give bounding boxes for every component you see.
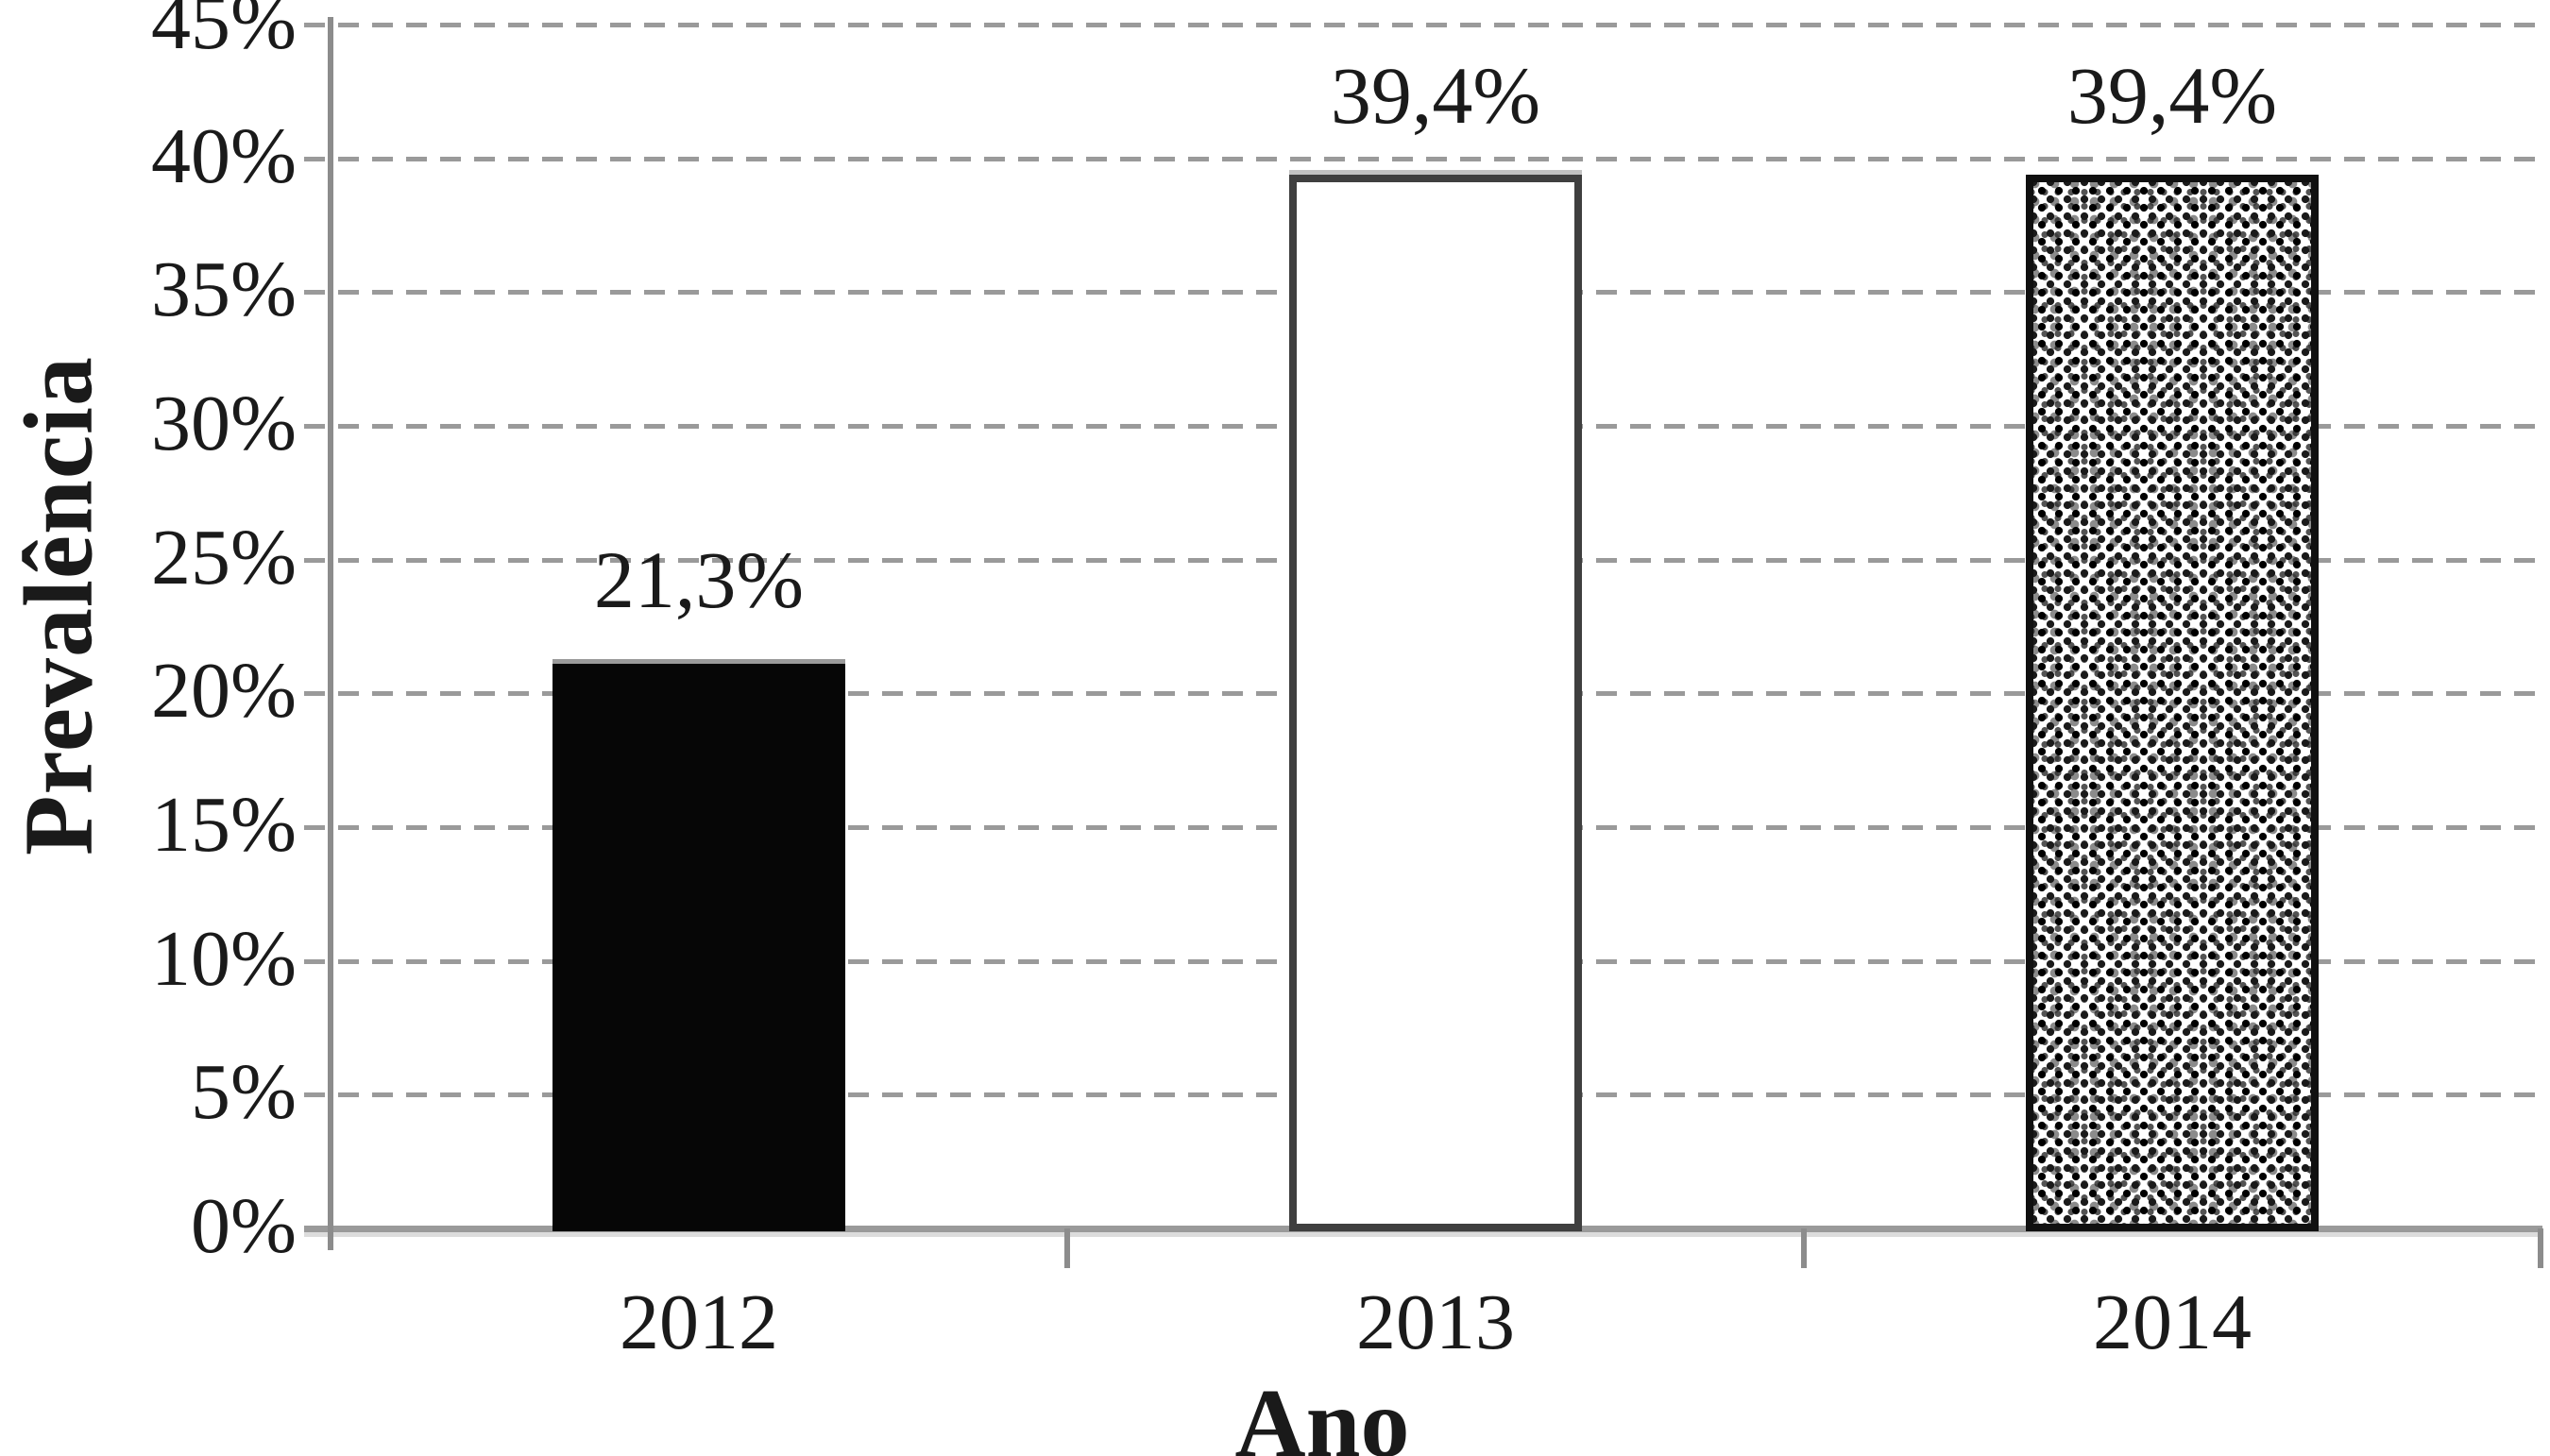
x-tick-label-2013: 2013 — [1356, 1278, 1515, 1366]
y-tick-label: 0% — [191, 1182, 297, 1270]
y-tick-label: 20% — [151, 647, 297, 736]
y-tick-label: 45% — [151, 0, 297, 66]
y-tick-label: 35% — [151, 245, 297, 334]
y-tick-label: 5% — [191, 1048, 297, 1137]
x-axis-tickmark — [1064, 1228, 1070, 1268]
bar-2013 — [1289, 174, 1582, 1231]
gridline-45% — [304, 23, 2542, 27]
bar-value-label-2012: 21,3% — [593, 533, 805, 625]
x-tick-label-2014: 2014 — [2093, 1278, 2252, 1366]
bar-2014 — [2026, 174, 2319, 1231]
x-axis-title: Ano — [1234, 1369, 1410, 1456]
gridline-40% — [304, 156, 2542, 161]
bar-value-label-2013: 39,4% — [1330, 49, 1541, 141]
y-tick-label: 40% — [151, 111, 297, 200]
bar-value-label-2014: 39,4% — [2066, 49, 2278, 141]
x-axis-tickmark — [2538, 1228, 2543, 1268]
y-axis-line — [328, 17, 333, 1250]
y-tick-label: 10% — [151, 914, 297, 1003]
bar-2012 — [552, 658, 845, 1231]
y-tick-label: 30% — [151, 380, 297, 467]
x-tick-label-2012: 2012 — [620, 1278, 778, 1366]
x-axis-tickmark — [1801, 1228, 1807, 1268]
y-tick-label: 25% — [151, 513, 297, 601]
y-tick-label: 15% — [151, 781, 297, 869]
